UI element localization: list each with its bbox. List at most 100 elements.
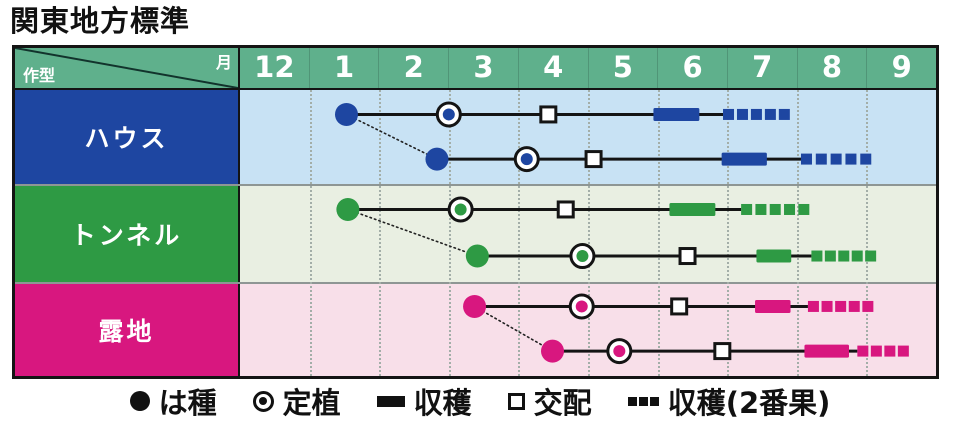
harvest-bar [669, 202, 716, 216]
calendar-body: ハウス トンネル 露地 [15, 90, 936, 376]
band-label-text: ハウス [84, 124, 169, 153]
legend-label: 収穫 [413, 386, 472, 420]
pollination-marker [670, 297, 689, 316]
transplant-marker-dot [576, 250, 589, 263]
transplant-marker-dot [520, 153, 533, 166]
harvest2-segment [800, 153, 812, 165]
harvest2-segment [830, 153, 842, 165]
harvest2-segment [784, 203, 796, 215]
succession-connector [345, 113, 438, 160]
band-label-トンネル: トンネル [15, 186, 240, 282]
harvest2-segment [815, 153, 827, 165]
harvest2-segment [764, 108, 776, 120]
pollination-marker [584, 150, 603, 169]
harvest-bar [721, 152, 767, 166]
band-label-露地: 露地 [15, 284, 240, 376]
sow-marker [465, 244, 489, 268]
legend-item: は種 [129, 380, 217, 422]
harvest2-segment [741, 203, 753, 215]
harvest-bar [756, 249, 792, 263]
harvest-bar [653, 107, 700, 121]
transplant-marker-dot [442, 108, 455, 121]
month-label-5: 5 [587, 48, 658, 88]
sow-marker [541, 339, 565, 363]
harvest2-segment [857, 345, 869, 357]
harvest2-segment [778, 108, 790, 120]
pollination-square-icon [507, 392, 525, 410]
harvest2-icon-dash [627, 396, 637, 406]
legend-item: 収穫(2番果) [627, 380, 831, 422]
legend-label: は種 [158, 386, 217, 420]
sow-marker [425, 147, 449, 171]
harvest2-segment [848, 300, 860, 312]
chart-title: 関東地方標準 [10, 4, 191, 38]
pollination-marker [539, 105, 558, 124]
month-label-6: 6 [657, 48, 727, 88]
harvest2-segment [884, 345, 896, 357]
harvest2-segment [736, 108, 748, 120]
harvest2-segment [862, 300, 874, 312]
crop-type-axis-label: 作型 [23, 66, 56, 85]
harvest2-dashes-icon [627, 396, 659, 406]
harvest2-icon-dash [649, 396, 659, 406]
legend-label: 定植 [282, 386, 341, 420]
legend-item: 交配 [507, 380, 592, 422]
harvest2-segment [723, 108, 735, 120]
month-label-12: 12 [254, 50, 295, 84]
harvest2-segment [870, 345, 882, 357]
band-label-text: 露地 [98, 317, 155, 346]
month-label-1: 1 [308, 48, 379, 88]
succession-connector [347, 208, 479, 257]
legend: は種 定植 収穫 交配 収穫(2番果) [0, 378, 960, 424]
band-label-ハウス: ハウス [15, 90, 240, 184]
harvest2-segment [769, 203, 781, 215]
harvest2-segment [821, 300, 833, 312]
harvest2-segment [838, 250, 850, 262]
harvest2-segment [835, 300, 847, 312]
harvest2-segment [865, 250, 877, 262]
harvest-bar [755, 299, 791, 313]
sow-marker [463, 294, 487, 318]
harvest2-segment [851, 250, 863, 262]
harvest2-segment [798, 203, 810, 215]
sow-marker [334, 102, 358, 126]
month-label-3: 3 [448, 48, 518, 88]
transplant-marker-dot [454, 203, 467, 216]
transplant-marker-dot [613, 345, 626, 358]
month-label-4: 4 [517, 48, 588, 88]
month-label-2: 2 [378, 48, 448, 88]
harvest2-segment [755, 203, 767, 215]
transplant-icon-dot [259, 397, 268, 405]
legend-label: 交配 [533, 386, 592, 420]
harvest2-segment [860, 153, 872, 165]
sow-circle-icon [129, 391, 150, 411]
pollination-marker [556, 200, 575, 219]
harvest2-segment [824, 250, 836, 262]
harvest2-segment [897, 345, 909, 357]
axis-corner-cell: 月 作型 [15, 48, 240, 88]
timeline-overlay [334, 101, 909, 365]
legend-item: 収穫 [376, 380, 472, 422]
harvest-bar [804, 344, 849, 358]
month-label-9: 9 [866, 48, 936, 88]
pollination-marker [713, 342, 732, 361]
harvest-bar-icon [376, 395, 405, 407]
pollination-marker [678, 247, 697, 266]
legend-item: 定植 [252, 380, 341, 422]
sow-marker [336, 197, 360, 221]
transplant-double-circle-icon [252, 390, 274, 412]
harvest2-icon-dash [638, 396, 648, 406]
month-label-8: 8 [796, 48, 867, 88]
harvest2-segment [845, 153, 857, 165]
legend-label: 収穫(2番果) [667, 386, 831, 420]
harvest2-segment [750, 108, 762, 120]
month-labels: 12 1 2 3 4 5 6 7 8 9 [240, 48, 936, 88]
month-header-row: 月 作型 12 1 2 3 4 5 6 7 8 9 [15, 48, 936, 90]
month-axis-label: 月 [215, 53, 232, 72]
month-label-7: 7 [726, 48, 797, 88]
band-label-text: トンネル [70, 221, 183, 250]
succession-connector [473, 305, 554, 352]
calendar-table: 月 作型 12 1 2 3 4 5 6 7 8 9 ハウス トンネル 露地 [12, 45, 939, 379]
corner-diagonal-line [15, 48, 238, 88]
